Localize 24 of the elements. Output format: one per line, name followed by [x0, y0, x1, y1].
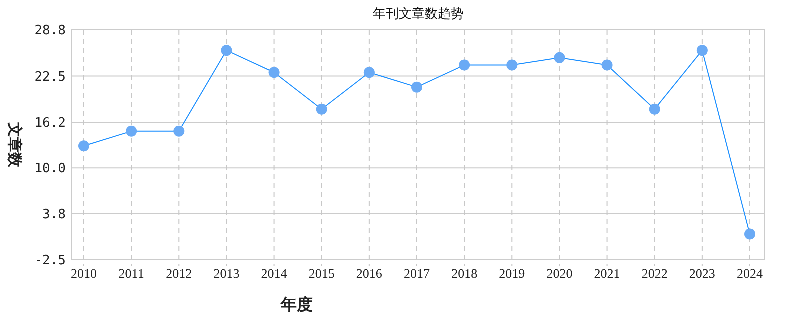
- x-axis-title: 年度: [280, 295, 313, 314]
- y-tick-label: 16.2: [34, 116, 66, 132]
- x-tick-label: 2010: [71, 266, 97, 281]
- x-tick-label: 2017: [404, 266, 430, 281]
- x-tick-label: 2018: [452, 266, 478, 281]
- x-tick-label: 2022: [642, 266, 668, 281]
- x-tick-label: 2021: [594, 266, 620, 281]
- y-tick-label: 3.8: [42, 207, 66, 222]
- y-tick-label: 22.5: [34, 70, 66, 85]
- x-tick-label: 2019: [499, 266, 526, 281]
- x-tick-label: 2020: [546, 266, 573, 281]
- chart-title: 年刊文章数趋势: [373, 6, 464, 21]
- x-tick-label: 2012: [166, 266, 192, 281]
- y-axis-title: 文章数: [6, 122, 24, 168]
- x-tick-label: 2014: [261, 266, 288, 281]
- x-tick-label: 2015: [308, 266, 335, 281]
- x-tick-label: 2016: [356, 266, 383, 281]
- x-tick-label: 2023: [689, 266, 716, 281]
- y-tick-label: 28.8: [34, 24, 66, 39]
- y-tick-label: -2.5: [34, 254, 66, 269]
- x-tick-label: 2024: [737, 266, 764, 281]
- x-tick-label: 2011: [118, 266, 144, 281]
- x-tick-label: 2013: [214, 266, 240, 281]
- y-tick-label: 10.0: [34, 162, 66, 177]
